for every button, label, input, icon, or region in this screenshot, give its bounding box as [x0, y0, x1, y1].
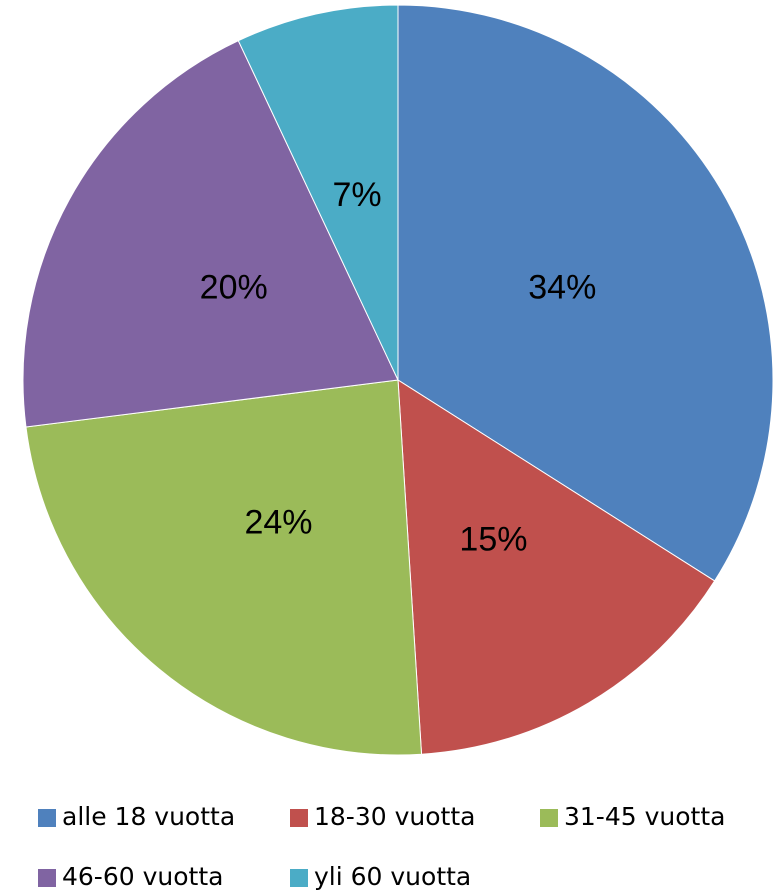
data-label: 24% [244, 503, 312, 541]
legend-swatch [540, 809, 558, 827]
pie-slice [397, 379, 716, 755]
legend-label: 31-45 vuotta [564, 802, 725, 831]
data-label: 20% [200, 269, 268, 307]
pie-slice [237, 4, 399, 381]
data-label: 34% [528, 269, 596, 307]
legend-swatch [290, 869, 308, 887]
pie-slice [22, 40, 399, 428]
legend-label: 18-30 vuotta [314, 802, 475, 831]
legend-label: 46-60 vuotta [62, 862, 223, 891]
legend-swatch [38, 869, 56, 887]
legend-swatch [38, 809, 56, 827]
legend-label: yli 60 vuotta [314, 862, 471, 891]
legend-swatch [290, 809, 308, 827]
pie-slice [25, 379, 423, 756]
pie-slice [397, 4, 774, 582]
data-label: 7% [333, 176, 382, 214]
legend-label: alle 18 vuotta [62, 802, 235, 831]
data-label: 15% [459, 520, 527, 558]
